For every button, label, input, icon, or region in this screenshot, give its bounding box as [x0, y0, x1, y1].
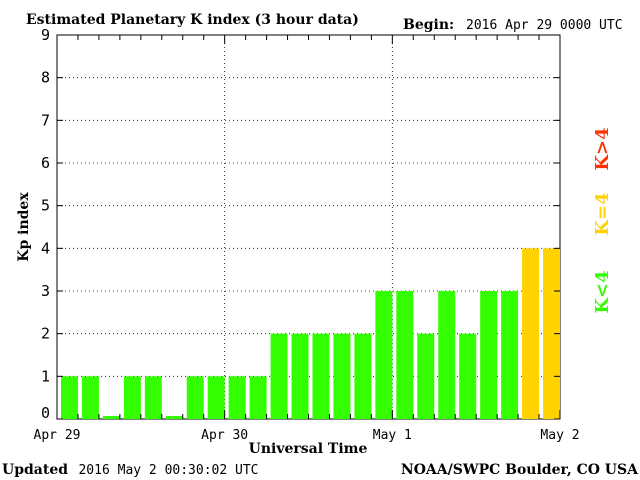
kp-bar [61, 376, 78, 419]
updated-line: Updated 2016 May 2 00:30:02 UTC [2, 462, 259, 478]
x-axis-label: Universal Time [249, 441, 368, 457]
legend-k-equal-4: K=4 [592, 192, 613, 235]
y-axis-ticks: 0 1 2 3 4 5 6 7 8 9 [41, 26, 560, 422]
y-axis-label: Kp index [16, 192, 32, 262]
y-tick-label: 2 [41, 325, 50, 343]
y-tick-label: 6 [41, 154, 50, 172]
kp-bar [459, 333, 477, 419]
kp-bar [270, 333, 288, 419]
kp-bar [102, 416, 120, 419]
kp-bar [291, 333, 309, 419]
chart-title: Estimated Planetary K index (3 hour data… [26, 12, 359, 28]
bars-group [61, 248, 560, 419]
source-credit: NOAA/SWPC Boulder, CO USA [401, 462, 639, 478]
kp-bar [417, 333, 435, 419]
legend-k-greater-4: K>4 [592, 127, 613, 170]
updated-value: 2016 May 2 00:30:02 UTC [78, 463, 258, 478]
kp-bar [501, 291, 519, 419]
x-axis-ticks: Apr 29 Apr 30 May 1 May 2 [34, 35, 580, 443]
kp-bar [165, 416, 183, 419]
kp-bar [144, 376, 162, 419]
y-tick-label: 4 [41, 239, 50, 257]
y-tick-label: 5 [41, 197, 50, 215]
y-tick-label: 3 [41, 282, 50, 300]
y-tick-label: 0 [41, 404, 50, 422]
kp-bar [228, 376, 246, 419]
x-tick-label: May 1 [373, 428, 412, 443]
y-tick-label: 9 [41, 26, 50, 44]
begin-value: 2016 Apr 29 0000 UTC [466, 18, 623, 33]
kp-bar [123, 376, 141, 419]
kp-bar [438, 291, 456, 419]
kp-bar [333, 333, 351, 419]
legend-k-less-4: K<4 [592, 270, 613, 313]
y-tick-label: 1 [41, 367, 50, 385]
kp-bar [249, 376, 267, 419]
kp-bar [186, 376, 204, 419]
y-tick-label: 7 [41, 111, 50, 129]
kp-bar [312, 333, 330, 419]
kp-bar [354, 333, 372, 419]
x-tick-label: May 2 [540, 428, 579, 443]
kp-bar [375, 291, 393, 419]
kp-bar [480, 291, 498, 419]
kp-bar [207, 376, 225, 419]
kp-bar [522, 248, 540, 419]
x-tick-label: Apr 30 [201, 428, 248, 443]
kp-bar [81, 376, 99, 419]
kp-bar [396, 291, 414, 419]
y-tick-label: 8 [41, 69, 50, 87]
updated-label: Updated [2, 462, 68, 478]
begin-label: Begin: [403, 17, 454, 33]
x-tick-label: Apr 29 [34, 428, 81, 443]
